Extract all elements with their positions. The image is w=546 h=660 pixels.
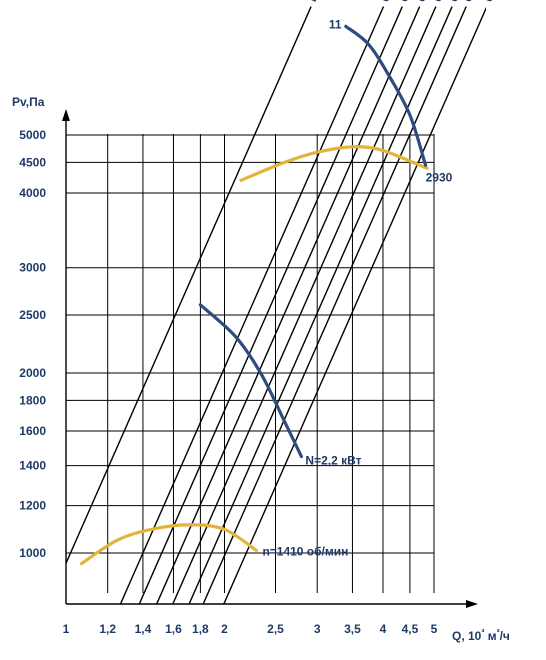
pressure-curve (79, 523, 259, 566)
x-tick-label: 4,5 (402, 622, 419, 636)
y-axis-label: Pv,Па (12, 95, 45, 109)
x-axis-label-superscript: ³ (481, 627, 484, 637)
x-axis-label-part: Q, 10 (452, 629, 482, 643)
efficiency-label: 0,62 (430, 0, 452, 4)
y-tick-label: 1200 (19, 499, 46, 513)
axes: 1 1,2 1,4 1,6 1,8 2 2,5 3 3,5 4 4,5 5 1000 1200 1400 16… (19, 109, 478, 636)
y-tick-label: 1400 (19, 459, 46, 473)
efficiency-label: 0,63 (446, 0, 468, 4)
y-tick-label: 4000 (19, 186, 46, 200)
x-axis-label: Q, 10³ м³/ч (452, 627, 510, 643)
power-curve (198, 303, 304, 459)
efficiency-label: 0,62 (460, 0, 482, 4)
efficiency-line (119, 6, 385, 605)
grid (66, 134, 435, 593)
x-tick-label: 4 (380, 622, 387, 636)
efficiency-line (188, 6, 453, 605)
x-axis-label-part: /ч (500, 629, 510, 643)
x-tick-label: 2,5 (267, 622, 284, 636)
efficiency-label: 0,62 (414, 0, 436, 4)
power-curve (344, 24, 428, 167)
efficiency-labels: η=0.560,590,6150,620,620,630,620,57 (305, 0, 503, 4)
curve-annotation: n=1410 об/мин (262, 544, 348, 558)
efficiency-label: 0,59 (377, 0, 399, 4)
x-tick-label: 5 (431, 622, 438, 636)
y-tick-label: 2500 (19, 308, 46, 322)
x-tick-label: 1,4 (135, 622, 152, 636)
efficiency-line (138, 6, 403, 605)
y-tick-label: 2000 (19, 366, 46, 380)
efficiency-line (171, 6, 437, 605)
y-tick-label: 1000 (19, 546, 46, 560)
x-tick-label: 1,2 (99, 622, 116, 636)
pressure-curve (239, 145, 429, 182)
efficiency-lines (66, 6, 486, 605)
y-tick-label: 3000 (19, 261, 46, 275)
curve-annotation: 11 (329, 17, 342, 31)
annotations: n=1410 об/мин N=2,2 кВт 11 2930 (262, 17, 452, 558)
x-tick-label: 3 (314, 622, 321, 636)
x-tick-label: 2 (221, 622, 228, 636)
efficiency-line (66, 6, 312, 566)
x-axis-label-part: м (484, 629, 496, 643)
y-tick-label: 1600 (19, 424, 46, 438)
y-tick-label: 4500 (19, 155, 46, 169)
y-tick-label: 1800 (19, 393, 46, 407)
x-tick-label: 1 (63, 622, 70, 636)
curves (79, 24, 429, 566)
y-tick-label: 5000 (19, 128, 46, 142)
curve-annotation: 2930 (426, 170, 453, 184)
y-axis-arrow (62, 109, 70, 121)
curve-annotation: N=2,2 кВт (305, 454, 361, 468)
efficiency-line (202, 6, 467, 605)
x-axis-label-superscript: ³ (497, 627, 500, 637)
x-axis-arrow (466, 600, 478, 608)
x-tick-label: 3,5 (344, 622, 361, 636)
efficiency-label: 0,615 (396, 0, 421, 4)
efficiency-line (155, 6, 421, 605)
x-tick-label: 1,6 (165, 622, 182, 636)
x-tick-label: 1,8 (192, 622, 209, 636)
efficiency-label: η=0.56 (305, 0, 333, 4)
efficiency-line (222, 6, 486, 605)
efficiency-label: 0,57 (481, 0, 503, 4)
